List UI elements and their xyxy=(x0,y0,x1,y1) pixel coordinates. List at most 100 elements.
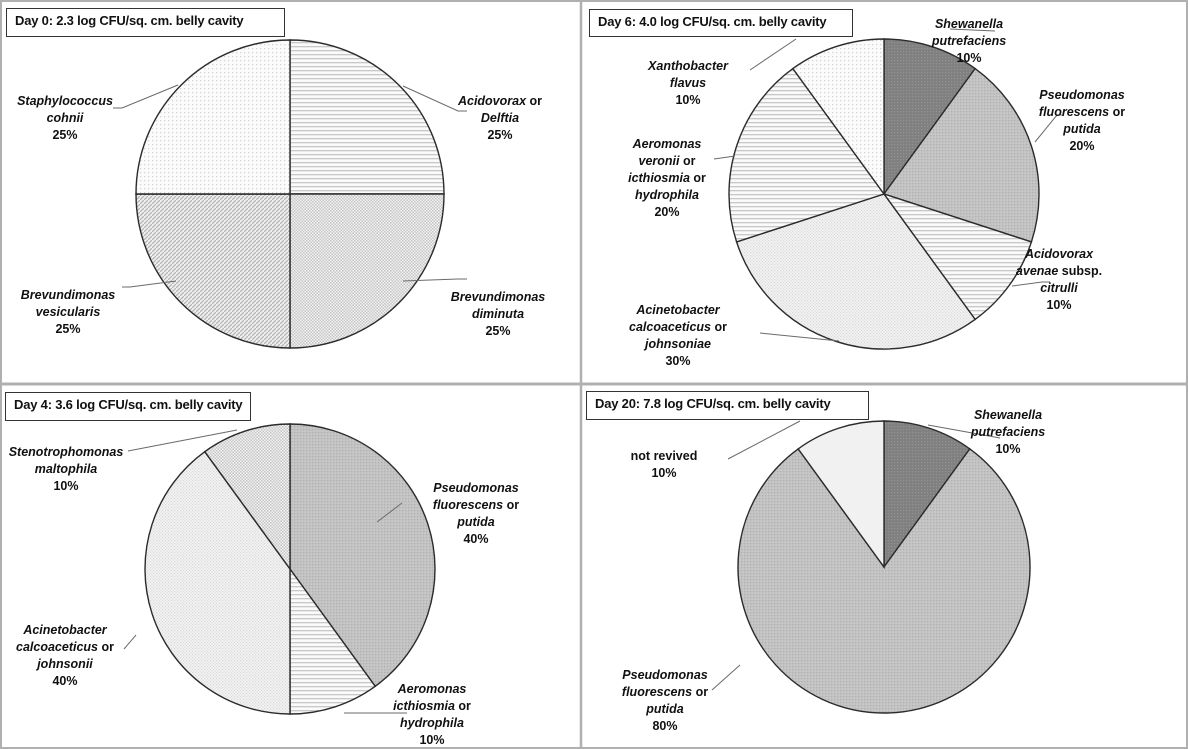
leader-line xyxy=(727,420,801,460)
slice-name-part: putida xyxy=(646,702,684,716)
slice-name-part: fluorescens xyxy=(621,685,693,699)
leader-line xyxy=(1034,114,1062,143)
slice-name-part: johnsonii xyxy=(37,657,93,671)
slice-name-part: Pseudomonas xyxy=(622,668,708,682)
slice-name-part: Pseudomonas xyxy=(433,481,519,495)
slice-name-part: Delftia xyxy=(480,111,520,125)
pie-slice xyxy=(203,423,291,572)
slice-name-part: Acidovorax xyxy=(1024,247,1094,261)
slice-name-part: putida xyxy=(457,515,495,529)
slice-label: Aeromonas icthiosmia or hydrophila 10% xyxy=(393,681,471,749)
slice-name-part: or xyxy=(711,320,727,334)
slice-name-part: fluorescens xyxy=(432,498,504,512)
slice-name-part: putrefaciens xyxy=(970,425,1046,439)
slice-name-part: subsp. xyxy=(1058,264,1103,278)
pie-slice xyxy=(735,193,977,350)
pie-slice xyxy=(135,39,291,195)
leader-line xyxy=(127,429,238,452)
pie-slice xyxy=(289,566,377,715)
slice-name-part: maltophila xyxy=(34,462,98,476)
slice-percent: 10% xyxy=(956,51,982,65)
leader-line xyxy=(711,664,741,691)
slice-label: Pseudomonas fluorescens or putida 80% xyxy=(622,667,708,735)
slice-name-part: not revived xyxy=(630,449,698,463)
chart-title-day0: Day 0: 2.3 log CFU/sq. cm. belly cavity xyxy=(6,8,285,37)
slice-label: Aeromonas veronii or icthiosmia or hydrophi… xyxy=(628,136,706,221)
pie-slice xyxy=(289,39,445,195)
slice-percent: 40% xyxy=(52,674,78,688)
slice-name-part: Xanthobacter xyxy=(648,59,728,73)
slice-percent: 10% xyxy=(651,466,677,480)
slice-percent: 10% xyxy=(53,479,79,493)
slice-label: Acinetobacter calcoaceticus or johnsoniae 3… xyxy=(629,302,727,370)
slice-name-part: or xyxy=(1109,105,1126,119)
leader-line xyxy=(749,38,797,71)
slice-percent: 10% xyxy=(675,93,701,107)
slice-name-part: hydrophila xyxy=(400,716,464,730)
slice-name-part: Aeromonas xyxy=(397,682,467,696)
pie-slice xyxy=(144,450,291,715)
slice-name-part: Brevundimonas xyxy=(20,288,116,302)
slice-name-part: icthiosmia xyxy=(393,699,455,713)
slice-label: Pseudomonas fluorescens or putida 20% xyxy=(1039,87,1125,155)
leader-line xyxy=(927,424,1001,439)
slice-label: Shewanella putrefaciens 10% xyxy=(971,407,1045,458)
slice-name-part: or xyxy=(692,685,709,699)
slice-label: not revived 10% xyxy=(631,448,698,482)
slice-name-part: flavus xyxy=(669,76,707,90)
slice-label: Pseudomonas fluorescens or putida 40% xyxy=(433,480,519,548)
leader-line xyxy=(713,155,736,160)
slice-name-part: Aeromonas xyxy=(632,137,702,151)
slice-percent: 10% xyxy=(419,733,445,747)
pie-slice xyxy=(882,192,1033,321)
slice-name-part: icthiosmia xyxy=(628,171,690,185)
pie-slice xyxy=(791,38,885,197)
slice-name-part: Acidovorax xyxy=(457,94,527,108)
pie-slice xyxy=(737,447,1031,714)
leader-line xyxy=(123,634,137,650)
slice-label: Acinetobacter calcoaceticus or johnsonii 40… xyxy=(16,622,114,690)
slice-name-part: or xyxy=(503,498,520,512)
leader-line xyxy=(759,332,840,342)
pie-day20 xyxy=(711,420,1031,714)
slice-name-part: veronii xyxy=(638,154,680,168)
pie-slice xyxy=(883,38,977,197)
slice-percent: 25% xyxy=(485,324,511,338)
pie-slice xyxy=(135,193,291,349)
slice-name-part: johnsoniae xyxy=(645,337,711,351)
slice-name-part: putida xyxy=(1063,122,1101,136)
slice-percent: 80% xyxy=(652,719,678,733)
pie-slice xyxy=(728,67,886,243)
slice-name-part: or xyxy=(454,699,471,713)
slice-name-part: citrulli xyxy=(1040,281,1078,295)
slice-name-part: Pseudomonas xyxy=(1039,88,1125,102)
leader-line xyxy=(402,85,467,112)
leader-line xyxy=(122,280,177,288)
slice-label: Acidovorax avenae subsp. citrulli 10% xyxy=(1016,246,1102,314)
slice-name-part: Acinetobacter xyxy=(636,303,720,317)
slice-label: Stenotrophomonas maltophila 10% xyxy=(9,444,124,495)
slice-percent: 20% xyxy=(654,205,680,219)
slice-name-part: calcoaceticus xyxy=(16,640,99,654)
leader-line xyxy=(113,84,179,109)
pie-slice xyxy=(289,193,445,349)
chart-title-day20: Day 20: 7.8 log CFU/sq. cm. belly cavity xyxy=(586,391,869,420)
slice-percent: 25% xyxy=(55,322,81,336)
slice-name-part: fluorescens xyxy=(1038,105,1110,119)
leader-line xyxy=(1011,281,1050,287)
slice-percent: 30% xyxy=(665,354,691,368)
slice-percent: 40% xyxy=(463,532,489,546)
slice-name-part: putrefaciens xyxy=(931,34,1007,48)
slice-percent: 20% xyxy=(1069,139,1095,153)
slice-percent: 10% xyxy=(1046,298,1072,312)
slice-name-part: diminuta xyxy=(471,307,525,321)
slice-name-part: or xyxy=(526,94,543,108)
slice-name-part: Stenotrophomonas xyxy=(8,445,124,459)
leader-line xyxy=(402,278,467,282)
slice-label: Brevundimonas vesicularis 25% xyxy=(21,287,115,338)
pie-slice xyxy=(883,420,971,570)
slice-name-part: hydrophila xyxy=(635,188,699,202)
slice-label: Xanthobacter flavus 10% xyxy=(648,58,728,109)
